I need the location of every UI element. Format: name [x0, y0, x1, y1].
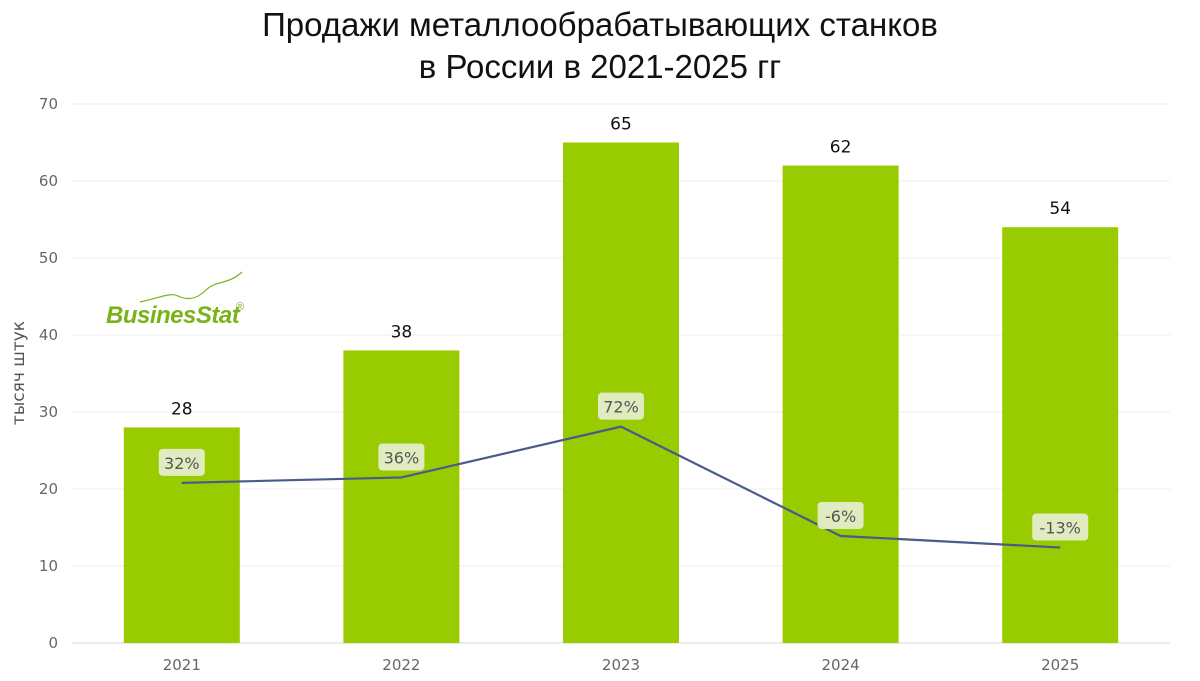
bar-value-label: 38 — [391, 322, 413, 342]
growth-label-text: 72% — [603, 398, 639, 417]
y-tick-label: 20 — [39, 480, 58, 498]
y-tick-label: 40 — [39, 326, 58, 344]
businesstat-logo: BusinesStat ® — [106, 271, 244, 329]
y-tick-label: 0 — [48, 634, 58, 652]
bar-value-label: 28 — [171, 399, 193, 419]
bar — [1002, 227, 1119, 643]
growth-line — [181, 425, 1061, 549]
y-tick-label: 70 — [39, 95, 58, 113]
bar-value-labels: 28 38 65 62 54 — [171, 115, 1071, 420]
y-axis-label: тысяч штук — [9, 321, 29, 425]
y-axis-ticks: 0 10 20 30 40 50 60 70 — [39, 95, 58, 652]
x-tick-label: 2022 — [382, 656, 420, 674]
growth-line-path — [181, 425, 1061, 549]
bar-value-label: 62 — [830, 138, 852, 158]
logo-text: BusinesStat — [106, 302, 241, 329]
chart-title: Продажи металлообрабатывающих станков в … — [0, 4, 1200, 88]
x-axis-ticks: 2021 2022 2023 2024 2025 — [163, 656, 1080, 674]
y-tick-label: 10 — [39, 557, 58, 575]
growth-label: 32% — [158, 448, 205, 476]
growth-label: -13% — [1032, 513, 1089, 541]
growth-label-text: -6% — [825, 507, 856, 526]
growth-label: 36% — [378, 443, 425, 471]
bar-value-label: 65 — [610, 115, 632, 135]
growth-label: 72% — [598, 392, 644, 420]
growth-label: -6% — [817, 501, 864, 529]
bar-value-label: 54 — [1049, 199, 1071, 219]
growth-label-text: 36% — [384, 448, 420, 467]
y-tick-label: 30 — [39, 403, 58, 421]
y-tick-label: 60 — [39, 172, 58, 190]
x-tick-label: 2025 — [1041, 656, 1079, 674]
growth-label-background — [598, 392, 644, 420]
growth-label-text: -13% — [1040, 519, 1081, 538]
growth-label-background — [378, 443, 425, 471]
chart-title-line-2: в России в 2021-2025 гг — [418, 48, 782, 85]
growth-label-background — [158, 448, 205, 476]
x-tick-label: 2023 — [602, 656, 640, 674]
logo-swoosh-icon — [139, 271, 243, 303]
growth-label-background — [1032, 513, 1089, 541]
y-tick-label: 50 — [39, 249, 58, 267]
growth-labels: 32% 36% 72% -6% -13% — [158, 392, 1089, 541]
growth-label-text: 32% — [164, 454, 200, 473]
x-tick-label: 2021 — [163, 656, 201, 674]
bar — [782, 165, 899, 643]
growth-label-background — [817, 501, 864, 529]
chart-title-line-1: Продажи металлообрабатывающих станков — [262, 6, 938, 43]
bar — [343, 350, 460, 643]
x-tick-label: 2024 — [822, 656, 860, 674]
logo-registered-mark: ® — [236, 301, 244, 313]
